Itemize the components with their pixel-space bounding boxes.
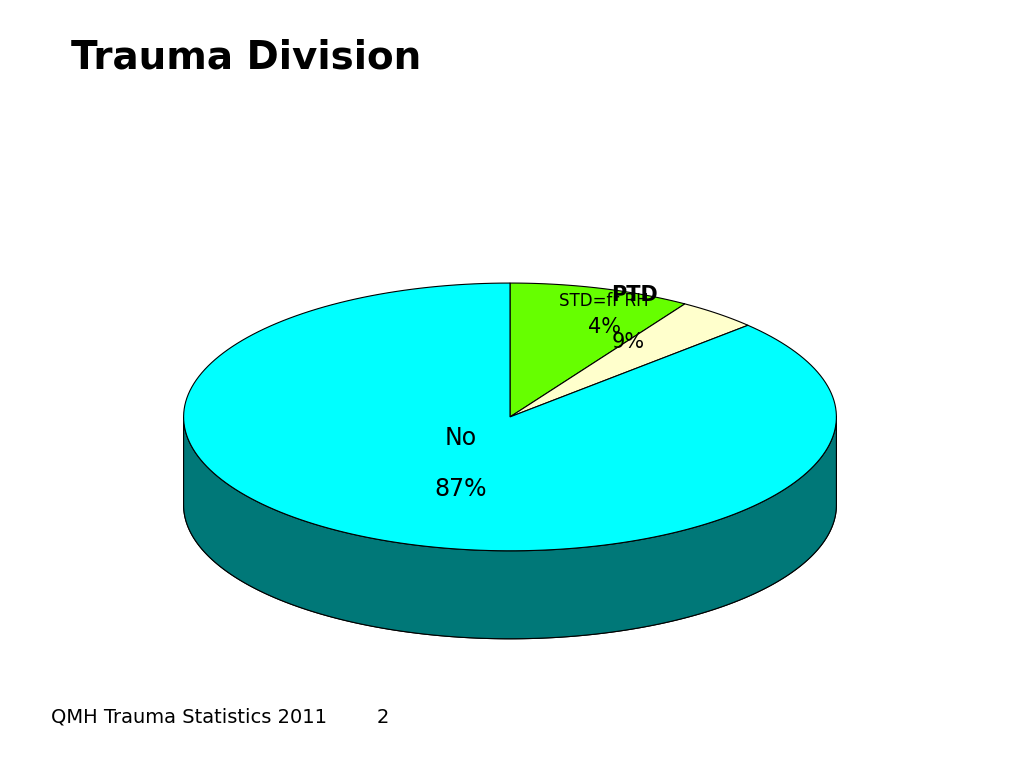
- Text: 9%: 9%: [610, 332, 644, 352]
- Polygon shape: [183, 283, 836, 551]
- Text: QMH Trauma Statistics 2011        2: QMH Trauma Statistics 2011 2: [51, 708, 389, 727]
- Text: 4%: 4%: [587, 317, 620, 337]
- Text: 87%: 87%: [434, 477, 486, 501]
- Polygon shape: [510, 304, 747, 417]
- Polygon shape: [183, 417, 836, 639]
- Text: No: No: [444, 426, 476, 450]
- Text: STD=fr RH: STD=fr RH: [558, 292, 648, 311]
- Polygon shape: [510, 283, 684, 417]
- Text: PTD: PTD: [610, 285, 657, 305]
- Polygon shape: [183, 416, 836, 639]
- Text: Trauma Division: Trauma Division: [71, 38, 421, 76]
